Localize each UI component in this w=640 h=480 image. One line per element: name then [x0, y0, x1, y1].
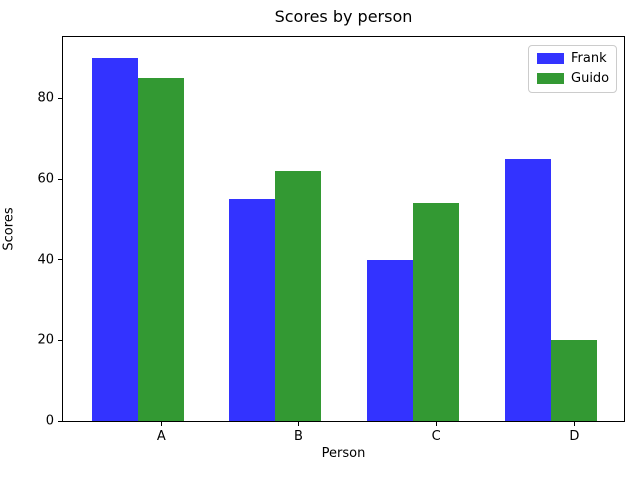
y-tick-label: 60	[37, 171, 54, 187]
legend-entry-guido: Guido	[537, 71, 610, 86]
x-tick-label-B: B	[293, 429, 303, 444]
legend-swatch-frank	[537, 53, 564, 64]
legend-label-frank: Frank	[571, 51, 607, 66]
bar-guido-C	[413, 203, 460, 421]
x-tick-label-C: C	[431, 429, 441, 444]
chart-title: Scores by person	[274, 7, 413, 26]
y-tick-label: 0	[45, 413, 54, 429]
bar-frank-B	[229, 199, 276, 421]
y-tick-label: 20	[37, 332, 54, 348]
bar-frank-D	[505, 158, 552, 421]
bar-guido-D	[551, 340, 598, 421]
legend-entry-frank: Frank	[537, 51, 608, 66]
bar-guido-A	[138, 78, 185, 421]
y-tick-mark	[58, 420, 63, 422]
legend: Frank Guido	[528, 45, 617, 93]
plot-area: 0 20 40 60 80 A B C D	[37, 36, 625, 444]
bar-frank-A	[92, 58, 139, 421]
x-tick-mark	[297, 421, 299, 426]
y-axis-label: Scores	[1, 207, 17, 251]
x-tick-label-D: D	[569, 429, 580, 444]
legend-label-guido: Guido	[571, 71, 610, 86]
y-tick-mark	[58, 178, 63, 180]
x-tick-mark	[160, 421, 162, 426]
legend-swatch-guido	[537, 73, 564, 84]
bar-guido-B	[275, 171, 322, 421]
x-axis-label: Person	[321, 446, 366, 461]
bar-frank-C	[367, 259, 414, 421]
y-tick-label: 40	[37, 252, 54, 268]
y-tick-mark	[58, 339, 63, 341]
y-tick-mark	[58, 97, 63, 99]
x-tick-label-A: A	[156, 429, 166, 444]
x-tick-mark	[573, 421, 575, 426]
y-tick-label: 80	[37, 90, 54, 106]
x-tick-mark	[435, 421, 437, 426]
y-tick-mark	[58, 259, 63, 261]
